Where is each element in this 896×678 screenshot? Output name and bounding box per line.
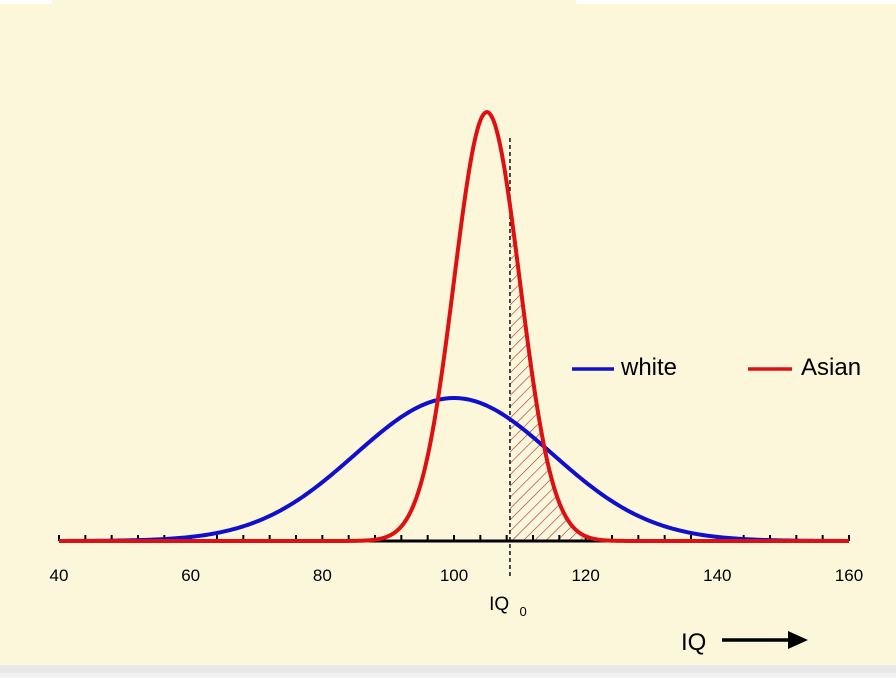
x-axis-arrow-icon bbox=[722, 631, 808, 649]
threshold-label: IQ 0 bbox=[489, 594, 527, 619]
x-tick-label: 100 bbox=[440, 566, 468, 585]
x-tick-label: 160 bbox=[835, 566, 863, 585]
x-tick-label: 60 bbox=[181, 566, 200, 585]
series-curves bbox=[58, 110, 850, 543]
x-tick-label: 80 bbox=[313, 566, 332, 585]
shaded-tail-region bbox=[509, 205, 849, 541]
top-right-notch bbox=[576, 0, 896, 4]
x-tick-label: 120 bbox=[571, 566, 599, 585]
legend-label-asian: Asian bbox=[801, 354, 861, 381]
x-axis-tick-labels: 40 60 80 100 120 140 160 bbox=[50, 566, 864, 585]
x-tick-label: 140 bbox=[703, 566, 731, 585]
top-left-notch bbox=[0, 0, 52, 4]
threshold-label-subscript: 0 bbox=[520, 604, 527, 619]
legend: white Asian bbox=[572, 354, 861, 381]
x-tick-label: 40 bbox=[50, 566, 69, 585]
legend-label-white: white bbox=[620, 354, 677, 381]
series-line-white bbox=[58, 396, 850, 543]
threshold-label-main: IQ bbox=[489, 594, 509, 615]
x-axis-label: IQ bbox=[681, 629, 706, 656]
series-line-asian bbox=[58, 110, 850, 543]
